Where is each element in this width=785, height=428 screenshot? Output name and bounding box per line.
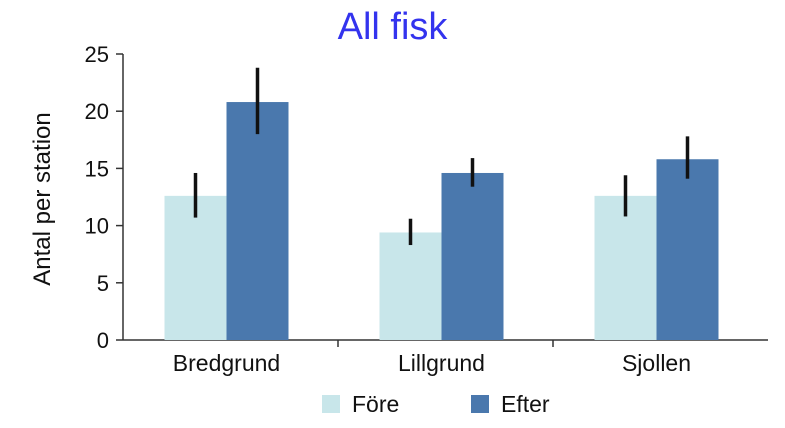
bar-efter-lillgrund <box>441 172 504 340</box>
legend-label: Före <box>352 391 399 417</box>
bar-före-bredgrund <box>164 195 227 340</box>
x-tick-label: Sjollen <box>622 350 691 376</box>
y-tick-label: 20 <box>85 99 109 124</box>
chart-labels: 0 5 10 15 20 25 Antal per station Bredgrund Lill… <box>29 42 691 376</box>
y-tick-label: 10 <box>85 214 109 239</box>
y-axis-label: Antal per station <box>29 112 56 285</box>
bar-före-sjollen <box>594 195 657 340</box>
legend-swatch <box>322 395 340 413</box>
y-tick-label: 25 <box>85 42 109 67</box>
x-tick-label: Bredgrund <box>173 350 280 376</box>
chart-title: All fisk <box>337 6 448 48</box>
bar-efter-bredgrund <box>226 102 289 340</box>
x-tick-label: Lillgrund <box>398 350 485 376</box>
bar-efter-sjollen <box>656 159 719 340</box>
chart-error-bars <box>193 67 690 246</box>
chart-legend: Före Efter <box>322 391 550 417</box>
y-tick-label: 0 <box>97 328 109 353</box>
chart-bars <box>164 102 719 340</box>
y-tick-label: 5 <box>97 271 109 296</box>
legend-swatch <box>471 395 489 413</box>
y-tick-label: 15 <box>85 156 109 181</box>
legend-label: Efter <box>501 391 550 417</box>
bar-före-lillgrund <box>379 232 442 340</box>
